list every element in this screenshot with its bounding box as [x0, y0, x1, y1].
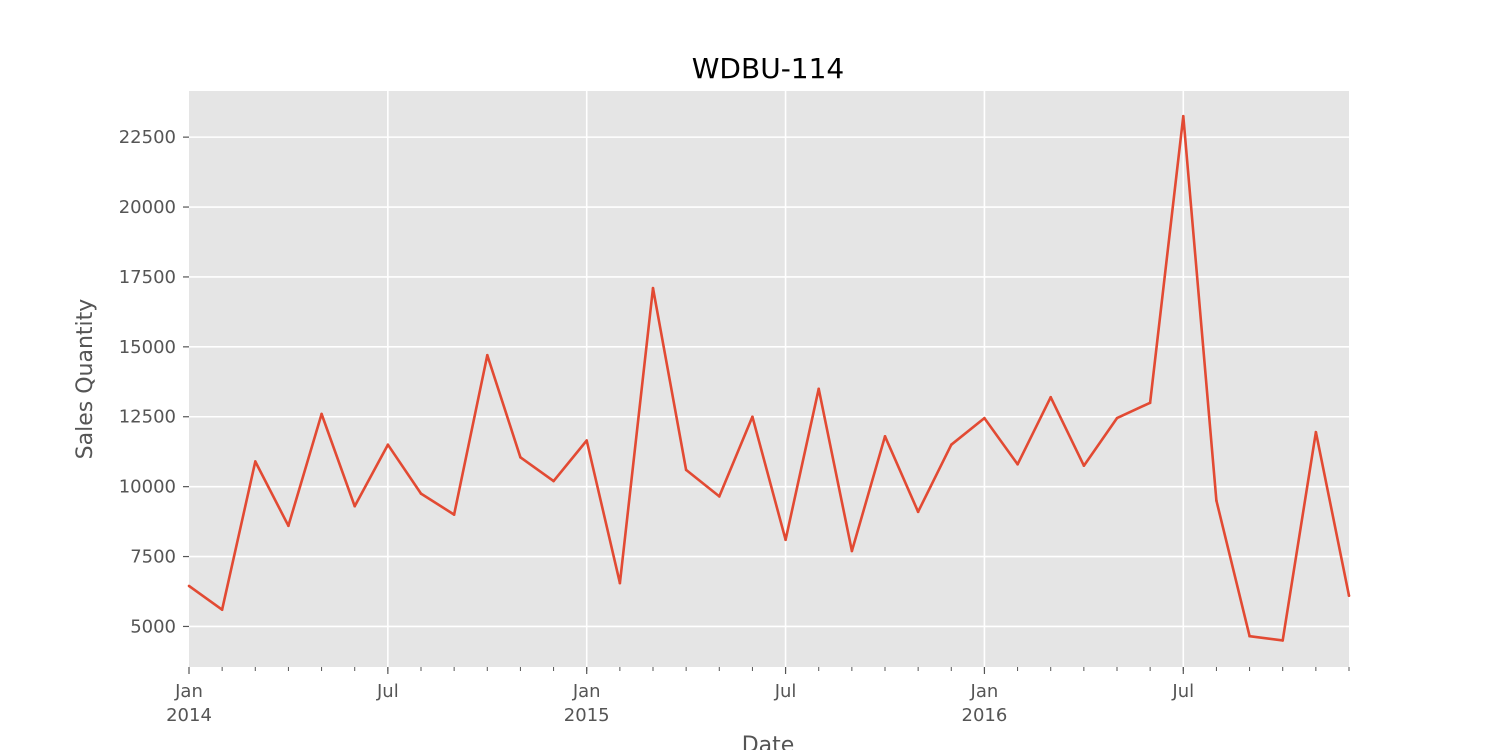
data-point: [850, 549, 854, 553]
data-point: [320, 412, 323, 416]
y-tick-label: 15000: [119, 337, 176, 358]
x-tick-label: Jul: [774, 681, 797, 702]
x-tick-label: Jul: [1171, 681, 1194, 702]
y-tick-label: 22500: [119, 127, 176, 148]
data-point: [1281, 639, 1285, 642]
x-tick-year-label: 2016: [962, 705, 1008, 726]
data-point: [949, 443, 953, 447]
data-point: [1347, 594, 1351, 597]
y-tick-label: 10000: [119, 477, 176, 498]
data-point: [883, 435, 887, 438]
data-point: [618, 581, 622, 585]
data-point: [751, 415, 754, 419]
y-tick-label: 5000: [130, 616, 176, 637]
data-point: [651, 286, 655, 290]
data-point: [1181, 114, 1185, 118]
plot-area: [189, 91, 1349, 667]
data-point: [485, 353, 489, 357]
data-point: [287, 524, 290, 528]
data-point: [1314, 430, 1318, 434]
data-point: [784, 538, 787, 542]
gridlines: [189, 91, 1349, 667]
x-tick-year-label: 2015: [564, 705, 610, 726]
y-axis-label: Sales Quantity: [73, 299, 98, 460]
x-tick-year-label: 2014: [166, 705, 212, 726]
series-line: [188, 114, 1351, 642]
x-tick-label: Jan: [174, 681, 203, 702]
data-point: [519, 455, 522, 459]
x-tick-label: Jul: [376, 681, 399, 702]
data-point: [1115, 416, 1119, 420]
data-point: [452, 513, 456, 516]
x-axis-label: Date: [742, 733, 795, 750]
data-point: [1049, 395, 1053, 399]
y-tick-label: 12500: [119, 407, 176, 428]
data-point: [684, 468, 688, 472]
data-point: [419, 492, 423, 495]
y-tick-label: 7500: [130, 547, 176, 568]
x-tick-label: Jan: [970, 681, 999, 702]
data-point: [983, 416, 986, 420]
chart-title: WDBU-114: [692, 52, 845, 85]
data-point: [1082, 464, 1086, 467]
data-point: [386, 443, 390, 447]
data-point: [220, 608, 224, 611]
axis-ticks: 5000 7500 10000 12500 15000 17500 20000 22500 Ja…: [119, 127, 1350, 726]
data-point: [916, 510, 920, 514]
data-point: [1215, 499, 1218, 502]
data-point: [187, 584, 191, 588]
data-point: [585, 439, 589, 442]
data-point: [253, 460, 257, 463]
data-point: [1148, 401, 1152, 405]
y-tick-label: 20000: [119, 197, 176, 218]
y-tick-label: 17500: [119, 267, 176, 288]
data-point: [1248, 634, 1251, 638]
series-layer: [187, 114, 1351, 642]
data-point: [1016, 462, 1019, 466]
data-point: [717, 495, 721, 498]
data-point: [552, 479, 555, 483]
x-tick-label: Jan: [572, 681, 601, 702]
data-point: [817, 387, 821, 391]
data-point: [353, 504, 357, 508]
